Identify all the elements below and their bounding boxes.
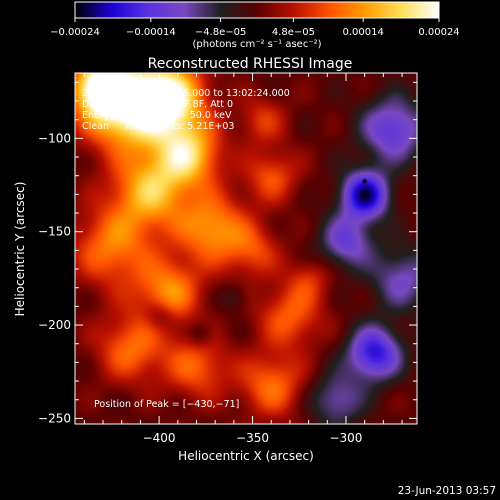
info-energy-range: Energy Range: 25.0 − 50.0 keV: [82, 110, 232, 121]
y-tick-label: −100: [38, 131, 71, 145]
y-tick-labels: −100 −150 −200 −250: [38, 131, 71, 425]
colorbar-tick-label: 0.00014: [342, 27, 383, 38]
footer-date: 23-Jun-2013 03:57: [398, 485, 496, 497]
image-canvas-wrapper: [75, 73, 417, 424]
info-time-range: 23-Dec-2004 12:59:56.000 to 13:02:24.000: [82, 88, 290, 99]
colorbar-ticks: [74, 18, 440, 22]
x-tick-label: −400: [143, 431, 176, 445]
chart-title: Reconstructed RHESSI Image: [148, 56, 353, 72]
y-tick-label: −150: [38, 225, 71, 239]
colorbar-tick-label: −0.00014: [126, 27, 176, 38]
observation-info: 23-Dec-2004 12:59:56.000 to 13:02:24.000…: [82, 88, 290, 132]
colorbar-tick-label: −4.8e−05: [195, 27, 247, 38]
x-tick-labels: −400 −350 −300: [143, 431, 363, 445]
colorbar-tick-label: −0.00024: [50, 27, 100, 38]
info-clean-counts: Clean Total counts: 5.21E+03: [82, 121, 234, 132]
info-detectors: Detectors: 4F 5F 6F 7F 8F, Att 0: [82, 99, 233, 110]
x-tick-label: −300: [329, 431, 362, 445]
heatmap-image: [75, 73, 417, 424]
minimum-marker-dot: [362, 179, 367, 184]
colorbar-unit-label: (photons cm⁻² s⁻¹ asec⁻²): [192, 39, 321, 50]
colorbar-tick-labels: −0.00024 −0.00014 −4.8e−05 4.8e−05 0.00014 0.…: [50, 27, 460, 38]
peak-marker: [362, 179, 367, 184]
y-tick-label: −250: [38, 411, 71, 425]
colorbar: [74, 1, 440, 19]
colorbar-tick-label: 0.00024: [418, 27, 459, 38]
y-axis-label: Heliocentric Y (arcsec): [13, 182, 27, 317]
x-tick-label: −350: [236, 431, 269, 445]
y-tick-label: −200: [38, 318, 71, 332]
plot-frame: [74, 72, 418, 425]
axis-ticks: [75, 73, 417, 424]
x-axis-label: Heliocentric X (arcsec): [178, 449, 314, 463]
peak-position-label: Position of Peak = [−430,−71]: [94, 399, 239, 410]
colorbar-tick-label: 4.8e−05: [272, 27, 315, 38]
